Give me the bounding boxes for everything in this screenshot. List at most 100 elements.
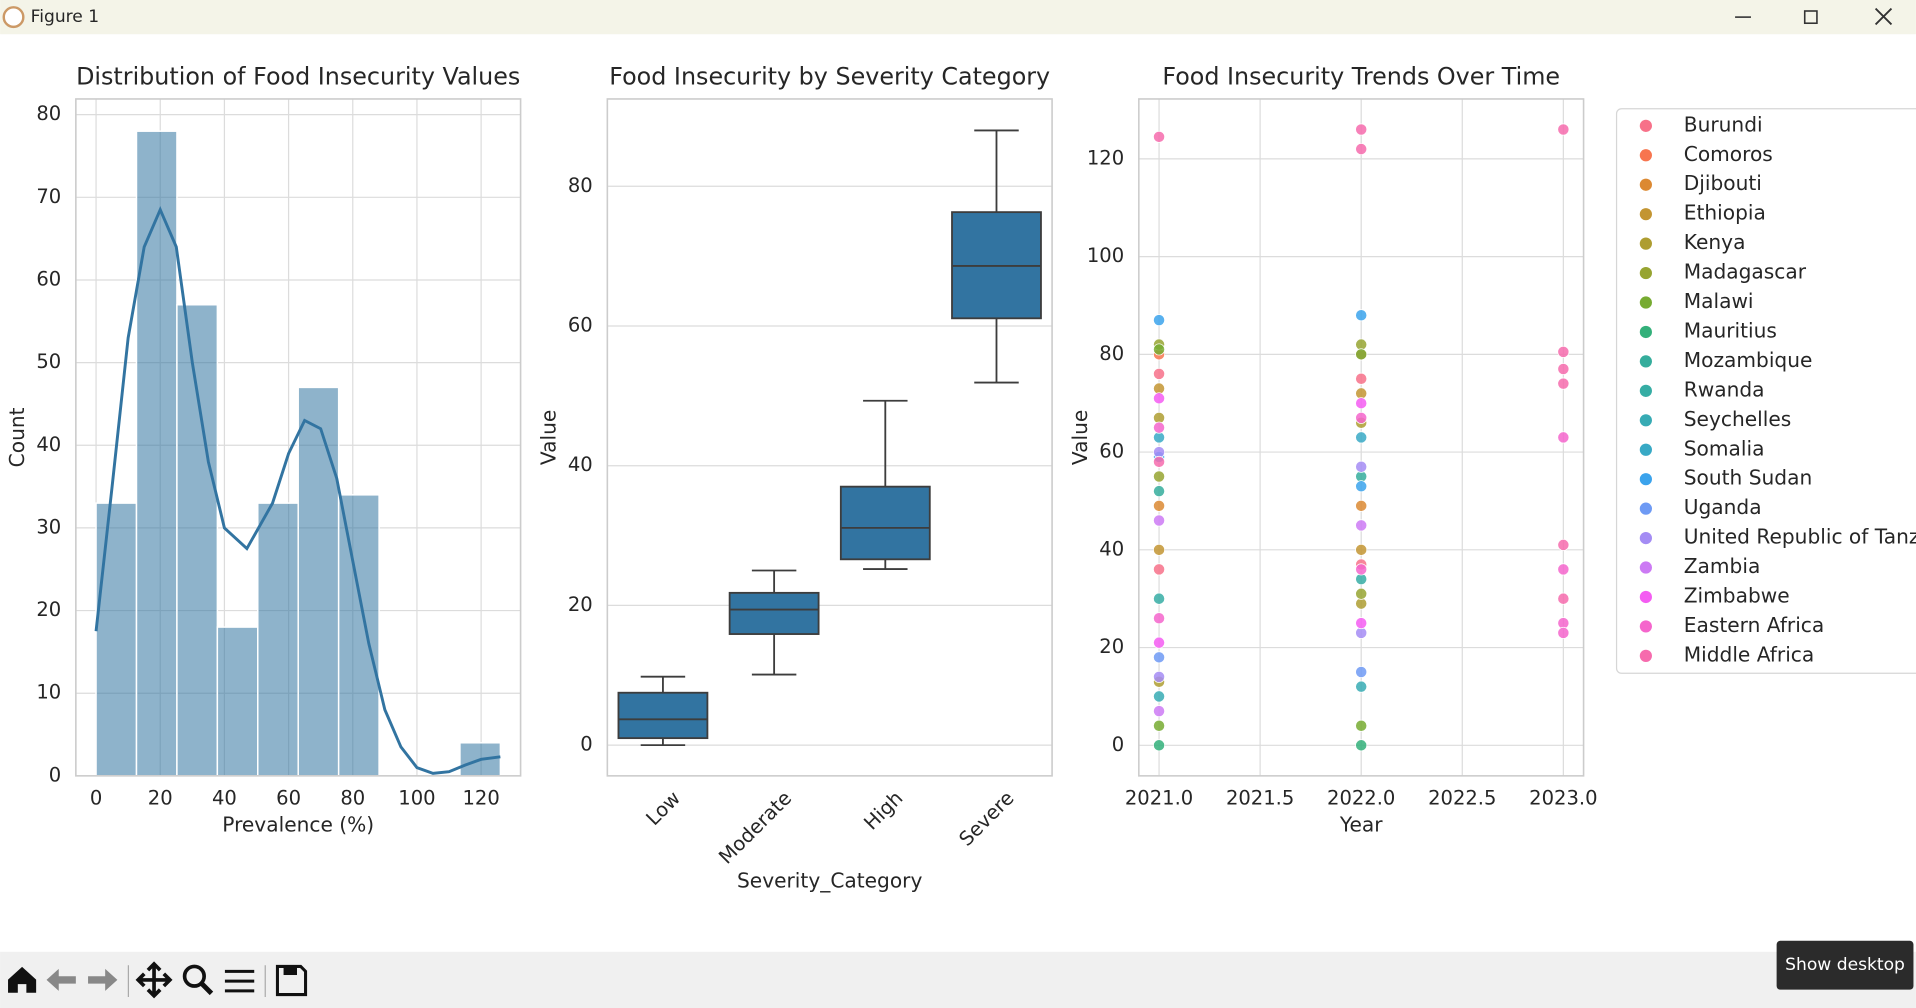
legend-marker: [1639, 443, 1652, 456]
scatter-point: [1355, 309, 1368, 322]
scatter-point: [1153, 719, 1166, 732]
zoom-button[interactable]: [182, 964, 206, 988]
scatter-point: [1153, 455, 1166, 468]
pan-button[interactable]: [135, 961, 173, 999]
scatter-point: [1557, 592, 1570, 605]
home-button[interactable]: [8, 966, 37, 993]
legend-marker: [1639, 649, 1652, 662]
histogram-bar: [95, 502, 138, 777]
legend-marker: [1639, 384, 1652, 397]
histogram-bar: [297, 386, 340, 777]
legend-label: Malawi: [1684, 289, 1754, 313]
scatter-point: [1355, 499, 1368, 512]
y-tick-label: 80: [36, 102, 61, 125]
scatter-point: [1557, 431, 1570, 444]
legend-label: Kenya: [1684, 230, 1746, 254]
scatter-point: [1557, 563, 1570, 576]
scatter-point: [1355, 719, 1368, 732]
scatter-point: [1355, 617, 1368, 630]
legend-label: Uganda: [1684, 495, 1762, 519]
scatter-point: [1355, 460, 1368, 473]
scatter-point: [1153, 392, 1166, 405]
scatter-point: [1153, 485, 1166, 498]
chart-title: Food Insecurity by Severity Category: [609, 63, 1050, 91]
legend-label: Zambia: [1684, 554, 1761, 578]
scatter-point: [1153, 670, 1166, 683]
x-tick-label: 2021.5: [1226, 787, 1294, 810]
x-tick-label: 2022.5: [1428, 787, 1496, 810]
y-tick-label: 20: [1099, 635, 1124, 658]
legend-marker: [1639, 473, 1652, 486]
restore-button[interactable]: [1803, 10, 1818, 25]
legend-box: [1615, 108, 1916, 674]
scatter-point: [1355, 666, 1368, 678]
histogram-bar: [257, 502, 299, 777]
scatter-point: [1355, 563, 1368, 576]
scatter-point: [1153, 739, 1166, 752]
y-tick-label: 100: [1087, 244, 1124, 267]
scatter-point: [1153, 690, 1166, 703]
y-axis-label: Value: [1068, 410, 1092, 465]
scatter-point: [1153, 470, 1166, 483]
scatter-point: [1355, 587, 1368, 600]
scatter-point: [1153, 421, 1166, 434]
scatter-point: [1355, 480, 1368, 493]
x-tick-label: 2021.0: [1125, 787, 1193, 810]
legend-label: Eastern Africa: [1684, 613, 1825, 637]
toolbar-icons: [8, 961, 308, 999]
close-button[interactable]: [1874, 7, 1893, 26]
scatter-point: [1153, 612, 1166, 625]
legend-label: Somalia: [1684, 436, 1765, 460]
scatter-point: [1153, 592, 1166, 605]
y-tick-label: 0: [580, 733, 592, 756]
scatter-point: [1153, 130, 1166, 143]
y-tick-label: 20: [568, 593, 593, 616]
forward-button[interactable]: [88, 968, 118, 991]
plot-frame: [606, 98, 1053, 777]
legend-marker: [1639, 208, 1652, 221]
back-button[interactable]: [46, 968, 76, 991]
app-icon: [2, 6, 25, 29]
scatter-point: [1355, 397, 1368, 410]
histogram-bar: [337, 494, 380, 777]
scatter-point: [1153, 651, 1166, 664]
configure-button[interactable]: [224, 969, 255, 993]
scatter-point: [1153, 563, 1166, 576]
y-tick-label: 60: [36, 267, 61, 290]
tooltip-text: Show desktop: [1785, 955, 1905, 975]
chart-title: Distribution of Food Insecurity Values: [76, 63, 520, 91]
scatter-point: [1153, 367, 1166, 380]
legend-label: Middle Africa: [1684, 642, 1814, 666]
y-tick-label: 20: [36, 598, 61, 621]
legend-marker: [1639, 178, 1652, 191]
legend-label: South Sudan: [1684, 466, 1812, 490]
plot-frame: [1138, 98, 1585, 777]
legend-marker: [1639, 502, 1652, 515]
legend-marker: [1639, 620, 1652, 633]
y-tick-label: 80: [568, 174, 593, 197]
y-tick-label: 40: [1099, 537, 1124, 560]
scatter-point: [1153, 314, 1166, 327]
histogram-bar: [135, 130, 178, 777]
scatter-point: [1557, 345, 1570, 358]
x-tick-label: 2023.0: [1529, 787, 1597, 810]
scatter-point: [1153, 543, 1166, 556]
scatter-point: [1355, 543, 1368, 556]
scatter-point: [1557, 626, 1570, 639]
scatter-point: [1355, 348, 1368, 361]
legend-marker: [1639, 531, 1652, 545]
histogram-bar: [176, 304, 219, 777]
legend-marker: [1639, 355, 1652, 368]
scatter-point: [1557, 123, 1570, 136]
x-tick-label: 0: [90, 787, 102, 810]
kde-line: [94, 206, 501, 775]
y-tick-label: 10: [36, 681, 61, 704]
y-tick-label: 50: [36, 350, 61, 373]
legend-label: Zimbabwe: [1684, 583, 1790, 607]
scatter-point: [1355, 372, 1368, 385]
x-axis-label: Prevalence (%): [222, 812, 374, 836]
legend-marker: [1639, 237, 1652, 250]
legend-label: Djibouti: [1684, 171, 1762, 195]
y-tick-label: 40: [36, 433, 61, 456]
